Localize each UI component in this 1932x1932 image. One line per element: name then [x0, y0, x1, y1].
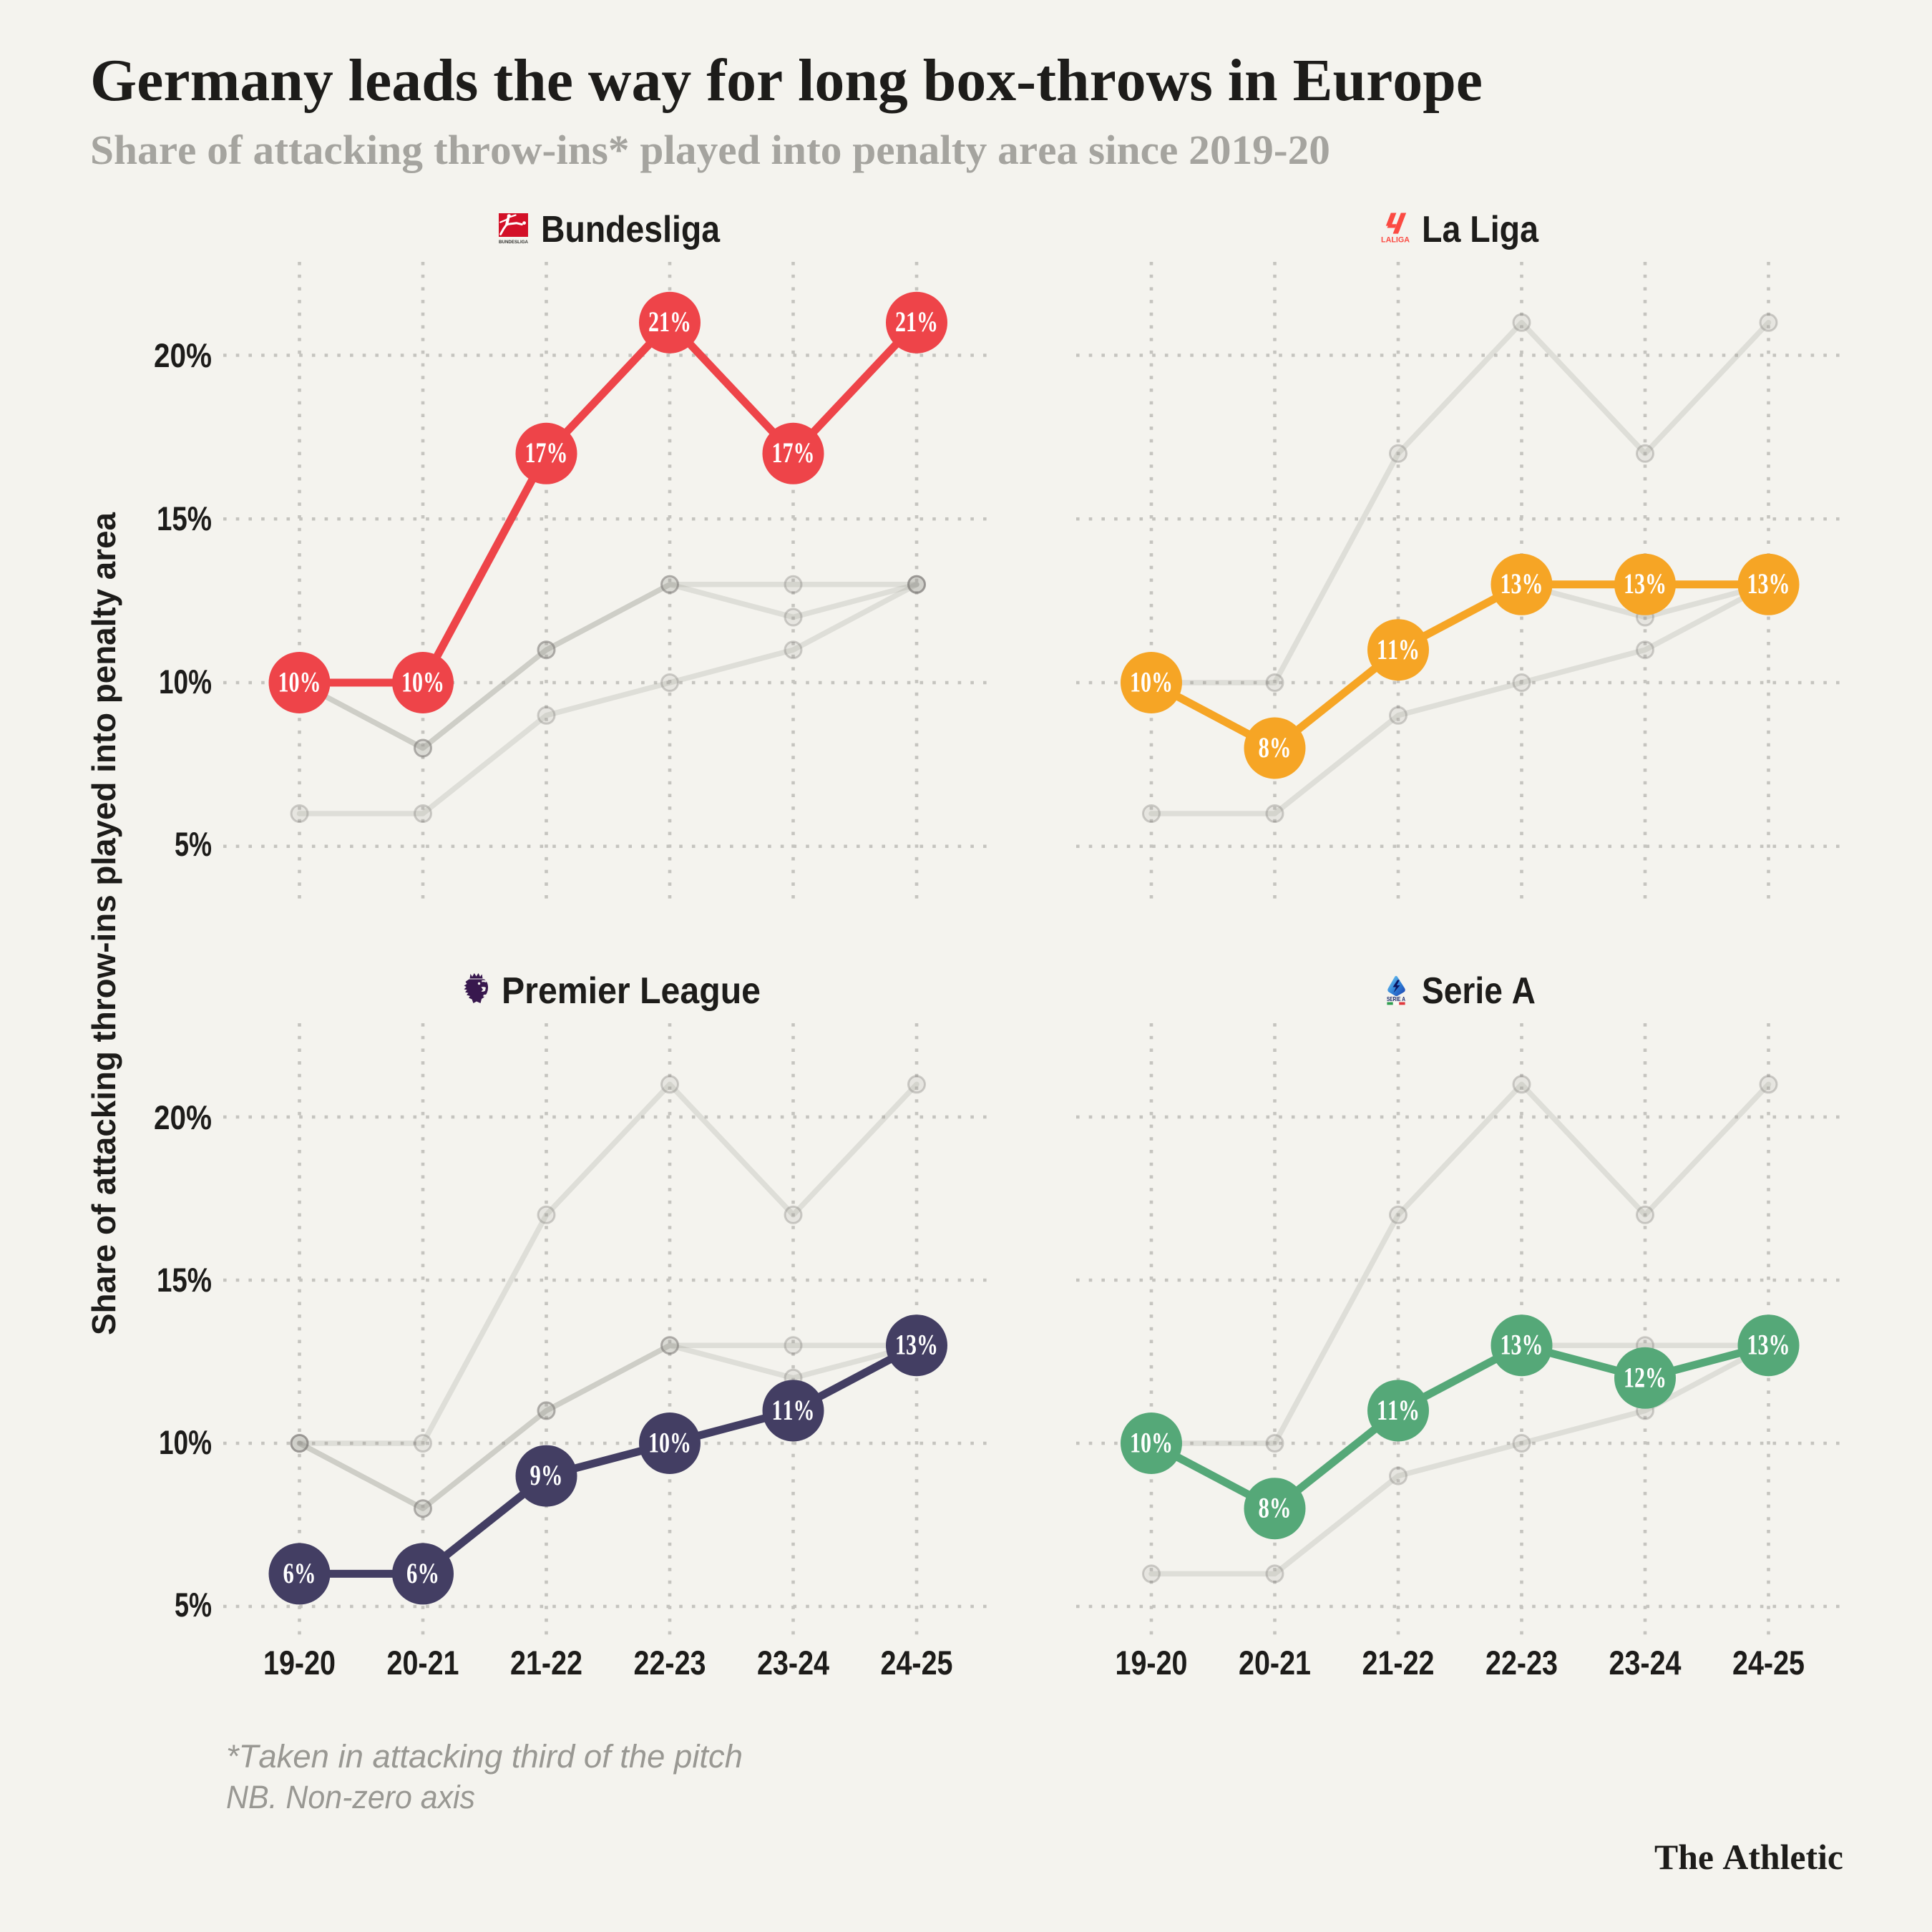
svg-text:Bundesliga: Bundesliga — [541, 209, 721, 250]
svg-text:15%: 15% — [157, 499, 212, 537]
svg-text:10%: 10% — [159, 663, 212, 701]
svg-text:20%: 20% — [154, 336, 212, 374]
svg-text:8%: 8% — [1259, 1492, 1292, 1524]
svg-text:20-21: 20-21 — [387, 1644, 459, 1682]
svg-text:10%: 10% — [1130, 666, 1173, 698]
svg-text:13%: 13% — [1747, 567, 1790, 600]
svg-text:5%: 5% — [175, 825, 212, 863]
svg-text:13%: 13% — [1624, 567, 1667, 600]
svg-text:Share of attacking throw-ins p: Share of attacking throw-ins played into… — [85, 512, 122, 1335]
svg-text:15%: 15% — [157, 1261, 212, 1299]
svg-text:20%: 20% — [154, 1098, 212, 1136]
svg-text:Germany leads the way for long: Germany leads the way for long box-throw… — [90, 47, 1483, 114]
svg-text:22-23: 22-23 — [634, 1644, 706, 1682]
svg-text:17%: 17% — [525, 436, 568, 469]
svg-text:21-22: 21-22 — [1362, 1644, 1435, 1682]
svg-text:6%: 6% — [406, 1557, 439, 1589]
svg-text:9%: 9% — [530, 1459, 563, 1491]
svg-text:10%: 10% — [278, 666, 321, 698]
svg-text:10%: 10% — [401, 666, 444, 698]
svg-text:BUNDESLIGA: BUNDESLIGA — [499, 240, 528, 245]
svg-text:8%: 8% — [1259, 731, 1292, 763]
svg-text:13%: 13% — [1501, 567, 1543, 600]
svg-text:*Taken in attacking third of t: *Taken in attacking third of the pitch — [226, 1738, 743, 1775]
svg-text:10%: 10% — [1130, 1427, 1173, 1459]
svg-text:13%: 13% — [895, 1329, 938, 1361]
svg-text:13%: 13% — [1747, 1329, 1790, 1361]
svg-text:La Liga: La Liga — [1422, 209, 1539, 250]
svg-text:LALIGA: LALIGA — [1381, 236, 1410, 245]
svg-text:Share of attacking throw-ins*: Share of attacking throw-ins* played int… — [90, 127, 1330, 173]
svg-text:13%: 13% — [1501, 1329, 1543, 1361]
svg-text:20-21: 20-21 — [1239, 1644, 1311, 1682]
svg-text:NB. Non-zero axis: NB. Non-zero axis — [226, 1779, 475, 1815]
svg-text:Premier League: Premier League — [502, 970, 761, 1012]
svg-text:12%: 12% — [1624, 1361, 1667, 1393]
svg-text:5%: 5% — [175, 1586, 212, 1624]
svg-text:23-24: 23-24 — [757, 1644, 829, 1682]
svg-text:SERIE A: SERIE A — [1387, 995, 1405, 1002]
svg-text:11%: 11% — [1377, 1394, 1420, 1426]
svg-text:24-25: 24-25 — [881, 1644, 953, 1682]
svg-text:6%: 6% — [283, 1557, 316, 1589]
svg-text:21%: 21% — [895, 306, 938, 338]
svg-text:24-25: 24-25 — [1732, 1644, 1805, 1682]
svg-text:19-20: 19-20 — [263, 1644, 336, 1682]
svg-text:10%: 10% — [159, 1423, 212, 1461]
svg-text:19-20: 19-20 — [1116, 1644, 1188, 1682]
svg-text:22-23: 22-23 — [1485, 1644, 1558, 1682]
svg-text:21-22: 21-22 — [510, 1644, 582, 1682]
svg-text:21%: 21% — [648, 306, 691, 338]
svg-text:10%: 10% — [648, 1427, 691, 1459]
svg-text:The Athletic: The Athletic — [1654, 1837, 1843, 1877]
svg-text:11%: 11% — [772, 1394, 815, 1426]
svg-text:23-24: 23-24 — [1609, 1644, 1682, 1682]
svg-text:Serie A: Serie A — [1422, 970, 1536, 1012]
svg-text:11%: 11% — [1377, 633, 1420, 665]
svg-text:17%: 17% — [772, 436, 815, 469]
